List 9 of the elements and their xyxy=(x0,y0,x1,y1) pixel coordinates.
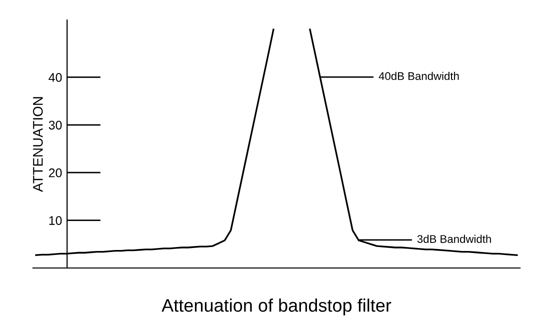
line-series xyxy=(309,28,518,256)
y-tick-label: 30 xyxy=(48,120,62,130)
y-axis-title: ATTENUATION xyxy=(32,97,43,192)
y-tick-label: 40 xyxy=(48,73,62,82)
y-tick-label: 10 xyxy=(49,216,62,225)
x-axis-title: Attenuation of bandstop filter xyxy=(162,298,392,316)
annotation: 40dB Bandwidth xyxy=(378,72,459,80)
y-tick-label: 20 xyxy=(48,168,62,178)
annotation: 3dB Bandwidth xyxy=(417,234,491,243)
